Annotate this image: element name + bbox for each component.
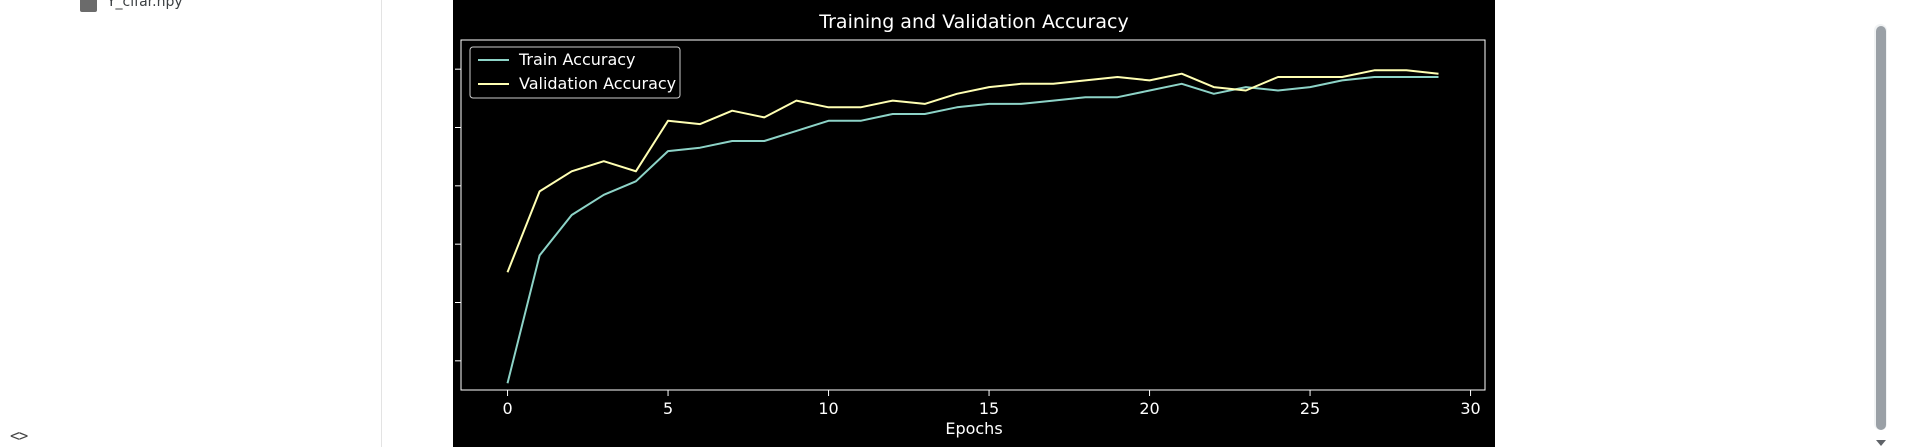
validation-accuracy-line [506,69,1439,273]
file-browser-sidebar: Y_cifar.npy <> [0,0,382,447]
legend-label-validation: Validation Accuracy [519,74,676,93]
file-icon [80,0,97,12]
x-tick-label: 15 [979,399,999,418]
code-toggle-icon[interactable]: <> [10,426,28,445]
x-axis-label: Epochs [945,419,1002,438]
x-tick-label: 10 [818,399,838,418]
chart-legend: Train Accuracy Validation Accuracy [469,46,681,99]
y-axis-ticks [455,68,461,362]
series-lines [506,69,1439,384]
x-tick-label: 20 [1139,399,1159,418]
legend-label-train: Train Accuracy [518,50,636,69]
plot-area-frame [460,39,1486,391]
train-accuracy-line [506,76,1439,384]
file-name: Y_cifar.npy [107,0,183,10]
x-tick-label: 5 [663,399,673,418]
scroll-down-icon[interactable] [1876,440,1886,446]
plot-output: Training and Validation Accuracy 0 5 10 15 2… [453,0,1495,447]
scrollbar-thumb[interactable] [1876,26,1886,430]
x-axis-ticks: 0 5 10 15 20 25 30 [502,390,1481,418]
legend-box [469,46,681,99]
accuracy-chart: Training and Validation Accuracy 0 5 10 15 2… [455,11,1486,438]
x-tick-label: 30 [1460,399,1480,418]
x-tick-label: 25 [1300,399,1320,418]
chart-title: Training and Validation Accuracy [818,11,1128,33]
x-tick-label: 0 [502,399,512,418]
file-item-y-cifar[interactable]: Y_cifar.npy [80,0,183,12]
